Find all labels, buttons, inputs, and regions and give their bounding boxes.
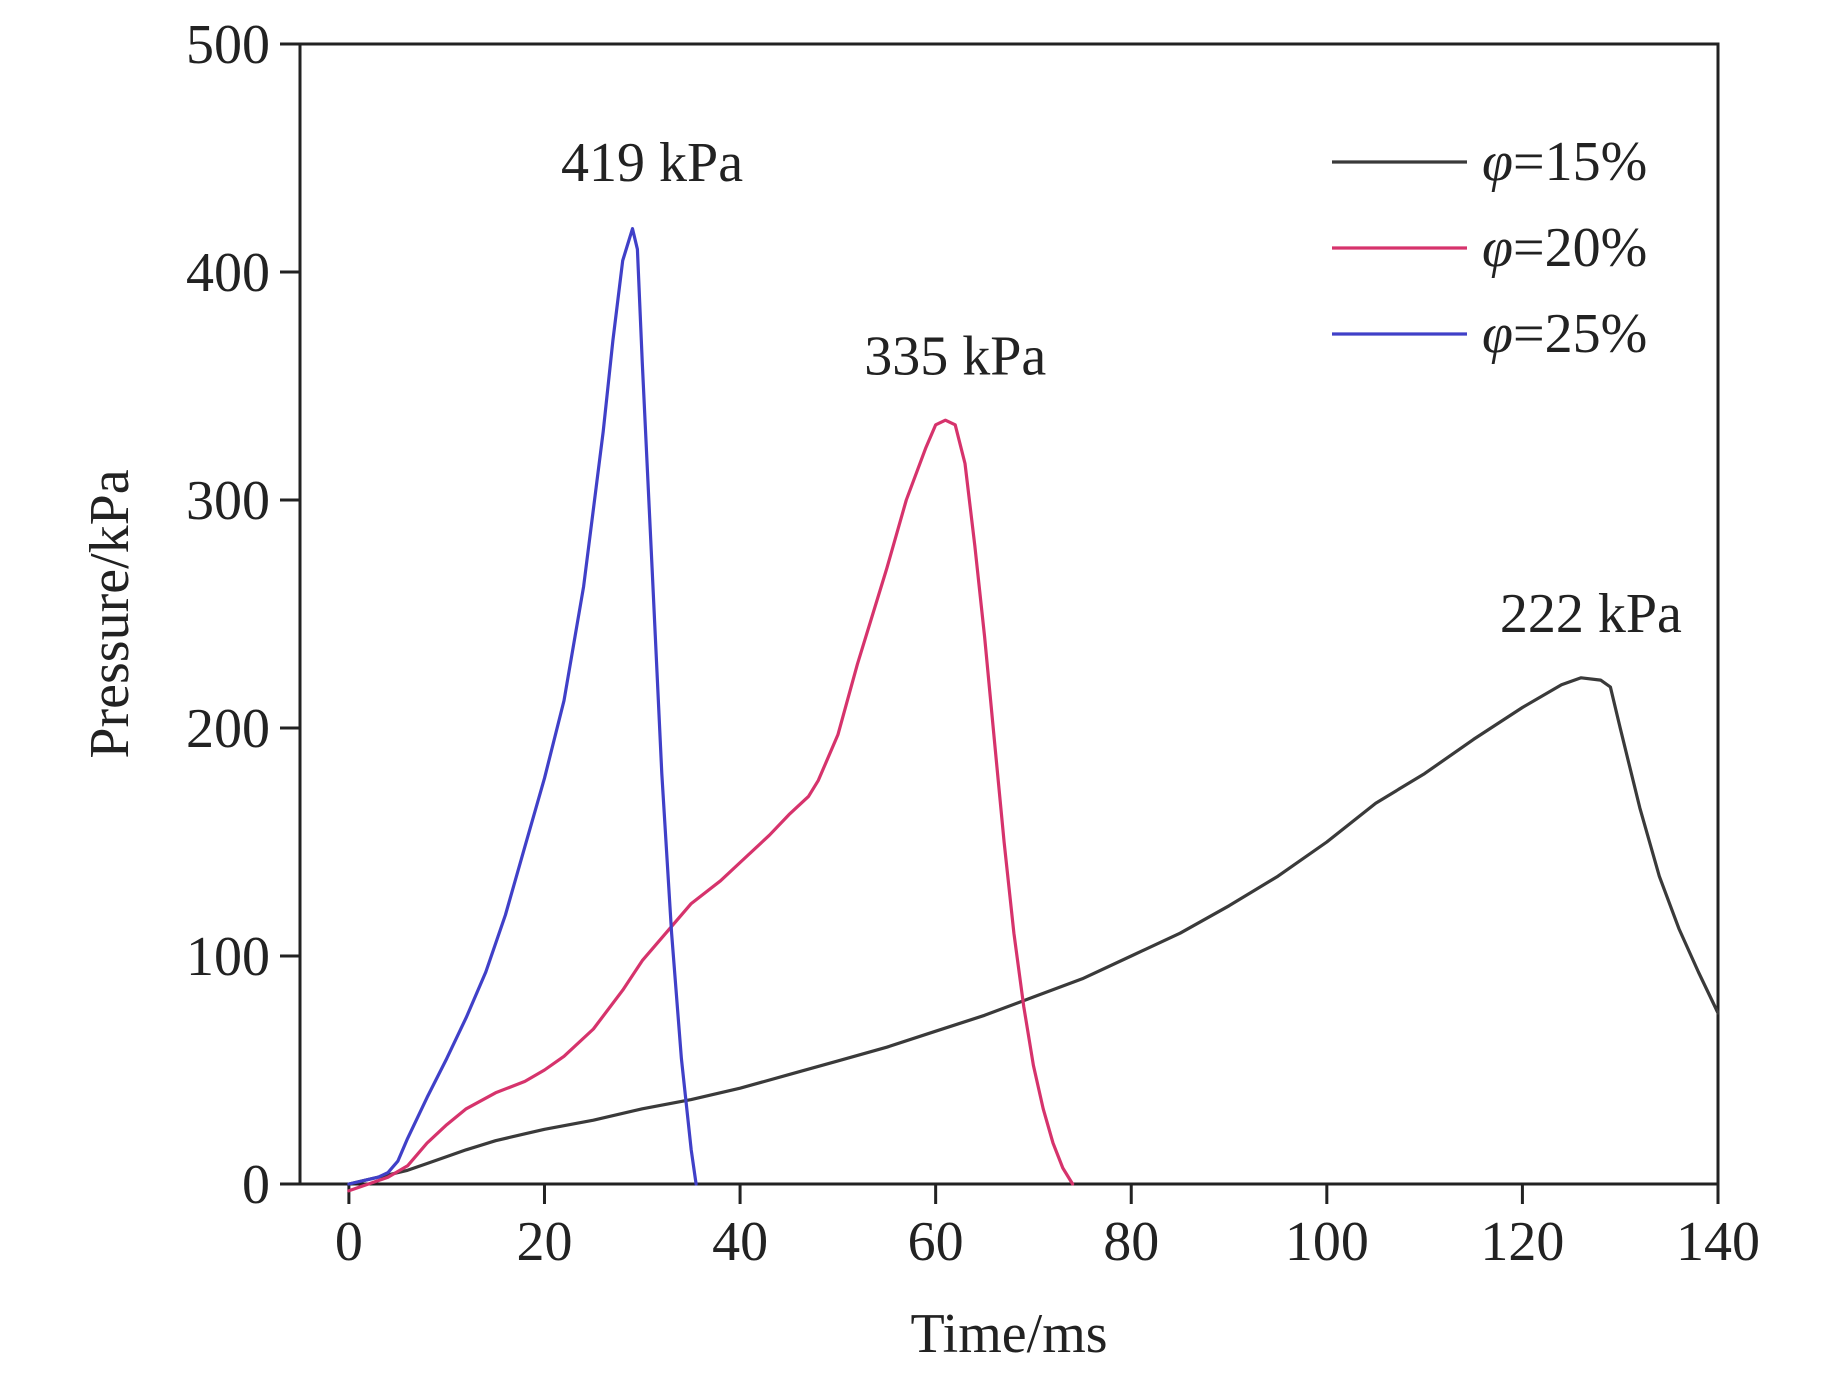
x-tick-label: 120 xyxy=(1480,1211,1564,1273)
series-line-1 xyxy=(347,676,1720,1186)
legend-phi-symbol: φ xyxy=(1482,131,1513,193)
x-axis-ticks: 0 20 40 60 80 100 120 140 xyxy=(335,1184,1760,1273)
x-tick-label: 100 xyxy=(1285,1211,1369,1273)
y-tick-label: 100 xyxy=(186,926,270,988)
y-tick-label: 300 xyxy=(186,470,270,532)
series-lines xyxy=(347,227,1720,1193)
peak-label: 419 kPa xyxy=(561,132,743,194)
x-tick-label: 0 xyxy=(335,1211,363,1273)
plot-area xyxy=(298,42,1720,1186)
legend-phi-symbol: φ xyxy=(1482,303,1513,365)
y-tick-label: 200 xyxy=(186,698,270,760)
x-tick-label: 60 xyxy=(908,1211,964,1273)
x-axis-title: Time/ms xyxy=(910,1303,1107,1365)
legend-value: =20% xyxy=(1513,217,1647,279)
peak-label: 335 kPa xyxy=(864,326,1046,388)
x-tick-label: 80 xyxy=(1103,1211,1159,1273)
peak-annotations: 419 kPa 335 kPa 222 kPa xyxy=(561,132,1682,645)
legend-phi-symbol: φ xyxy=(1482,217,1513,279)
y-tick-label: 500 xyxy=(186,14,270,76)
series-line-3 xyxy=(347,227,698,1186)
plot-frame xyxy=(298,42,1720,1186)
legend-label: φ=20% xyxy=(1482,217,1647,279)
y-tick-label: 0 xyxy=(242,1154,270,1216)
legend-label: φ=15% xyxy=(1482,131,1647,193)
legend: φ=15%φ=20%φ=25% xyxy=(1332,131,1647,365)
x-tick-label: 20 xyxy=(516,1211,572,1273)
peak-label: 222 kPa xyxy=(1500,583,1682,645)
x-tick-label: 140 xyxy=(1676,1211,1760,1273)
x-tick-label: 40 xyxy=(712,1211,768,1273)
y-axis-title: Pressure/kPa xyxy=(79,469,141,758)
series-line-2 xyxy=(347,418,1075,1193)
y-tick-label: 400 xyxy=(186,242,270,304)
legend-label: φ=25% xyxy=(1482,303,1647,365)
legend-value: =15% xyxy=(1513,131,1647,193)
legend-value: =25% xyxy=(1513,303,1647,365)
y-axis-ticks: 0 100 200 300 400 500 xyxy=(186,14,300,1216)
